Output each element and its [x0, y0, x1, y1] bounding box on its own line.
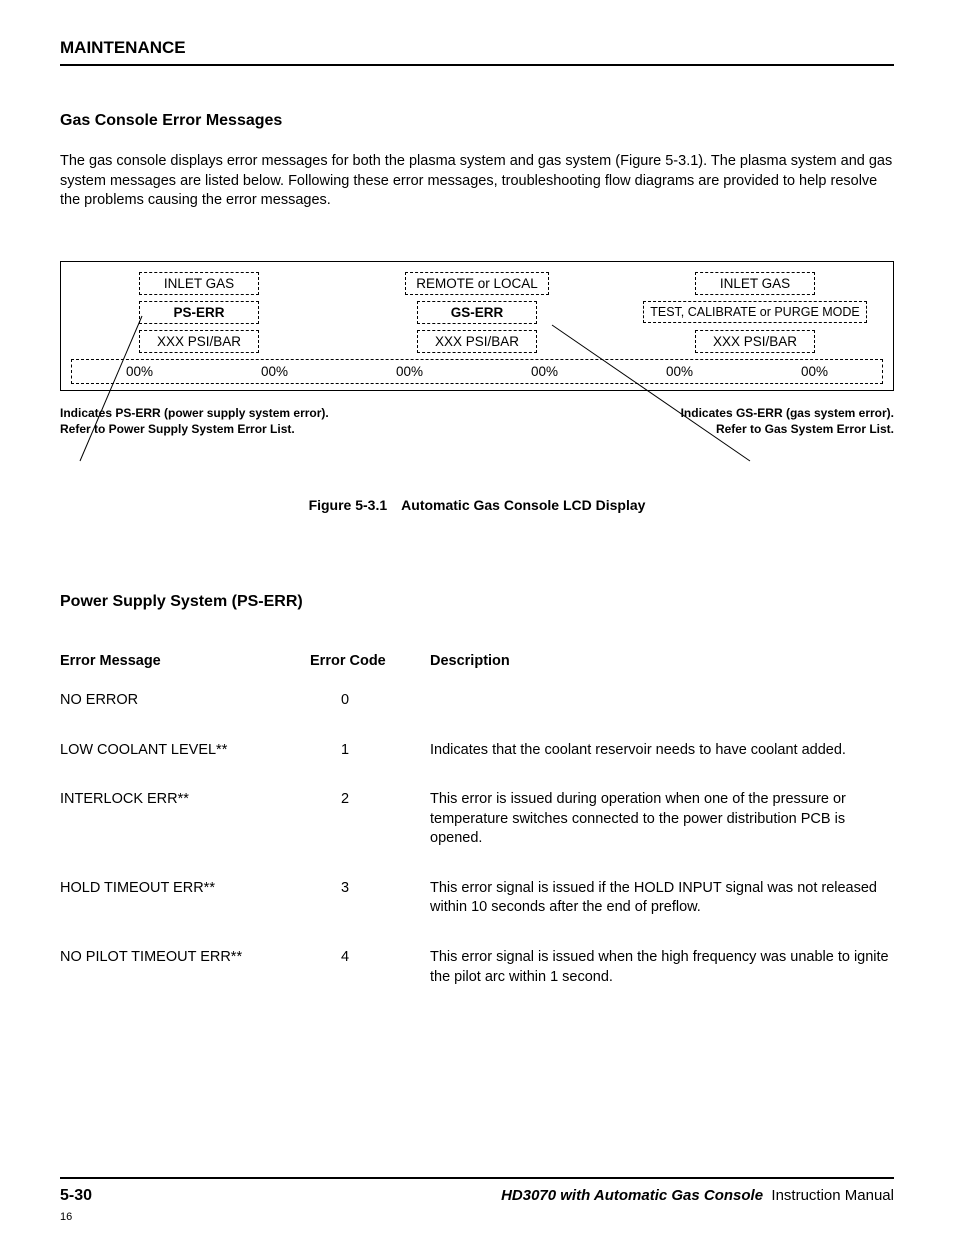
- pct-2b: 00%: [801, 364, 828, 379]
- panel-1-row3: XXX PSI/BAR: [417, 330, 537, 353]
- section-title: Gas Console Error Messages: [60, 112, 894, 130]
- footer-doc: Instruction Manual: [771, 1187, 894, 1204]
- panel-1-row1: REMOTE or LOCAL: [405, 272, 549, 295]
- callout-right-1: Indicates GS-ERR (gas system error).: [681, 405, 894, 421]
- th-desc: Description: [430, 653, 894, 691]
- th-code: Error Code: [310, 653, 430, 691]
- panel-0-row2: PS-ERR: [139, 301, 259, 324]
- section-intro: The gas console displays error messages …: [60, 152, 894, 211]
- table-row: NO ERROR 0: [60, 691, 894, 741]
- figure-label: Figure 5-3.1: [309, 497, 388, 513]
- callout-left-1: Indicates PS-ERR (power supply system er…: [60, 405, 329, 421]
- table-row: NO PILOT TIMEOUT ERR** 4 This error sign…: [60, 948, 894, 1017]
- panel-bottom-row: 00% 00% 00% 00% 00% 00%: [71, 359, 883, 384]
- footer-title: HD3070 with Automatic Gas Console Instru…: [501, 1187, 894, 1204]
- table-row: HOLD TIMEOUT ERR** 3 This error signal i…: [60, 879, 894, 948]
- footer-sub-number: 16: [60, 1211, 72, 1223]
- footer-page-number: 5-30: [60, 1187, 92, 1205]
- footer-product: HD3070 with Automatic Gas Console: [501, 1187, 763, 1204]
- table-row: INTERLOCK ERR** 2 This error is issued d…: [60, 790, 894, 879]
- page-footer: 5-30 HD3070 with Automatic Gas Console I…: [60, 1177, 894, 1205]
- figure-caption: Figure 5-3.1 Automatic Gas Console LCD Di…: [60, 497, 894, 513]
- pct-1b: 00%: [531, 364, 558, 379]
- figure-text: Automatic Gas Console LCD Display: [401, 497, 645, 513]
- callout-left-2: Refer to Power Supply System Error List.: [60, 421, 329, 437]
- panel-0-row1: INLET GAS: [139, 272, 259, 295]
- pct-2a: 00%: [666, 364, 693, 379]
- th-msg: Error Message: [60, 653, 310, 691]
- panel-2-row1: INLET GAS: [695, 272, 815, 295]
- pct-1a: 00%: [396, 364, 423, 379]
- callouts: Indicates PS-ERR (power supply system er…: [60, 405, 894, 437]
- panel-2-row2: TEST, CALIBRATE or PURGE MODE: [643, 301, 867, 323]
- pct-0b: 00%: [261, 364, 288, 379]
- panel-1-row2: GS-ERR: [417, 301, 537, 324]
- page-header: MAINTENANCE: [60, 38, 894, 66]
- panel-2-row3: XXX PSI/BAR: [695, 330, 815, 353]
- subsection-title: Power Supply System (PS-ERR): [60, 593, 894, 611]
- error-table: Error Message Error Code Description NO …: [60, 653, 894, 1017]
- table-row: LOW COOLANT LEVEL** 1 Indicates that the…: [60, 741, 894, 791]
- lcd-diagram: INLET GAS REMOTE or LOCAL INLET GAS PS-E…: [60, 261, 894, 391]
- panel-0-row3: XXX PSI/BAR: [139, 330, 259, 353]
- callout-right-2: Refer to Gas System Error List.: [681, 421, 894, 437]
- pct-0a: 00%: [126, 364, 153, 379]
